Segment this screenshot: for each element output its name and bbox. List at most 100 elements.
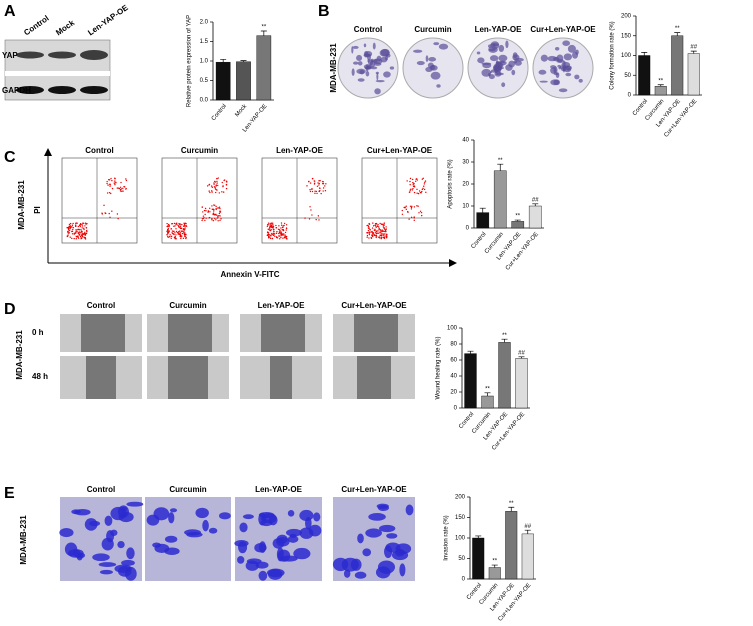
event xyxy=(267,228,269,230)
cell xyxy=(354,571,367,579)
event xyxy=(319,187,321,190)
event xyxy=(83,233,85,236)
event xyxy=(174,237,176,239)
row-label: GAPDH xyxy=(2,86,31,95)
event xyxy=(318,184,320,186)
event xyxy=(368,237,370,239)
event xyxy=(271,222,274,224)
event xyxy=(217,216,219,219)
event xyxy=(411,205,413,208)
event xyxy=(167,232,170,234)
event xyxy=(169,234,171,236)
colony xyxy=(352,45,359,49)
event xyxy=(177,224,179,226)
wound xyxy=(270,356,292,399)
event xyxy=(409,177,412,180)
event xyxy=(409,189,411,191)
cell xyxy=(239,522,248,533)
event xyxy=(84,238,87,240)
event xyxy=(111,179,113,182)
event xyxy=(178,222,180,225)
y-tick-label: 0 xyxy=(628,93,632,99)
event xyxy=(212,219,215,222)
cell xyxy=(386,533,398,539)
event xyxy=(273,231,275,233)
event xyxy=(74,225,77,228)
event xyxy=(185,233,187,236)
event xyxy=(380,237,383,240)
event xyxy=(408,191,411,193)
event xyxy=(279,238,281,240)
event xyxy=(423,183,426,185)
colony xyxy=(375,79,385,83)
event xyxy=(177,226,180,228)
event xyxy=(416,205,418,207)
event xyxy=(221,191,223,193)
cell xyxy=(219,512,231,520)
event xyxy=(412,181,414,184)
event xyxy=(80,232,82,234)
significance: ## xyxy=(690,45,697,51)
event xyxy=(382,236,384,239)
event xyxy=(270,226,273,228)
colony xyxy=(553,72,559,76)
event xyxy=(384,228,386,231)
event xyxy=(374,222,377,225)
event xyxy=(82,222,85,225)
event xyxy=(367,227,370,229)
event xyxy=(320,192,322,195)
event xyxy=(171,222,174,225)
event xyxy=(219,207,221,210)
significance: ** xyxy=(485,386,490,392)
event xyxy=(317,182,319,184)
colony xyxy=(512,52,518,59)
event xyxy=(122,187,124,189)
event xyxy=(412,184,414,186)
event xyxy=(413,219,415,222)
event xyxy=(168,230,170,233)
event xyxy=(216,214,218,216)
event xyxy=(372,222,374,224)
colony xyxy=(560,67,567,72)
cell xyxy=(242,514,254,520)
event xyxy=(116,213,119,215)
cell xyxy=(89,520,101,527)
event xyxy=(418,212,420,214)
error-bar xyxy=(532,203,539,206)
event xyxy=(75,224,77,226)
event xyxy=(368,231,370,233)
event xyxy=(75,238,77,240)
event xyxy=(424,180,427,182)
event xyxy=(268,227,271,229)
colony xyxy=(567,68,571,71)
y-tick-label: 1.0 xyxy=(200,59,209,65)
cell xyxy=(169,508,178,513)
event xyxy=(266,234,269,237)
lane-label: Mock xyxy=(54,18,76,37)
colony xyxy=(370,60,375,68)
y-axis-label: Colony formation rate (%) xyxy=(610,21,616,89)
colony xyxy=(430,71,441,80)
event xyxy=(175,228,177,230)
event xyxy=(272,227,274,229)
event xyxy=(80,234,83,236)
event xyxy=(174,232,176,234)
event xyxy=(217,220,219,222)
event xyxy=(75,222,78,224)
event xyxy=(377,230,379,232)
event xyxy=(317,215,320,217)
event xyxy=(412,187,414,190)
event xyxy=(412,185,415,188)
event xyxy=(119,188,122,191)
event xyxy=(167,228,169,230)
cell xyxy=(287,535,299,543)
event xyxy=(306,185,308,187)
event xyxy=(202,211,204,213)
event xyxy=(180,236,182,238)
colony xyxy=(436,84,441,88)
event xyxy=(110,177,112,180)
event xyxy=(179,232,182,234)
bar xyxy=(515,358,528,409)
event xyxy=(417,205,419,207)
y-tick-label: 200 xyxy=(621,14,632,20)
